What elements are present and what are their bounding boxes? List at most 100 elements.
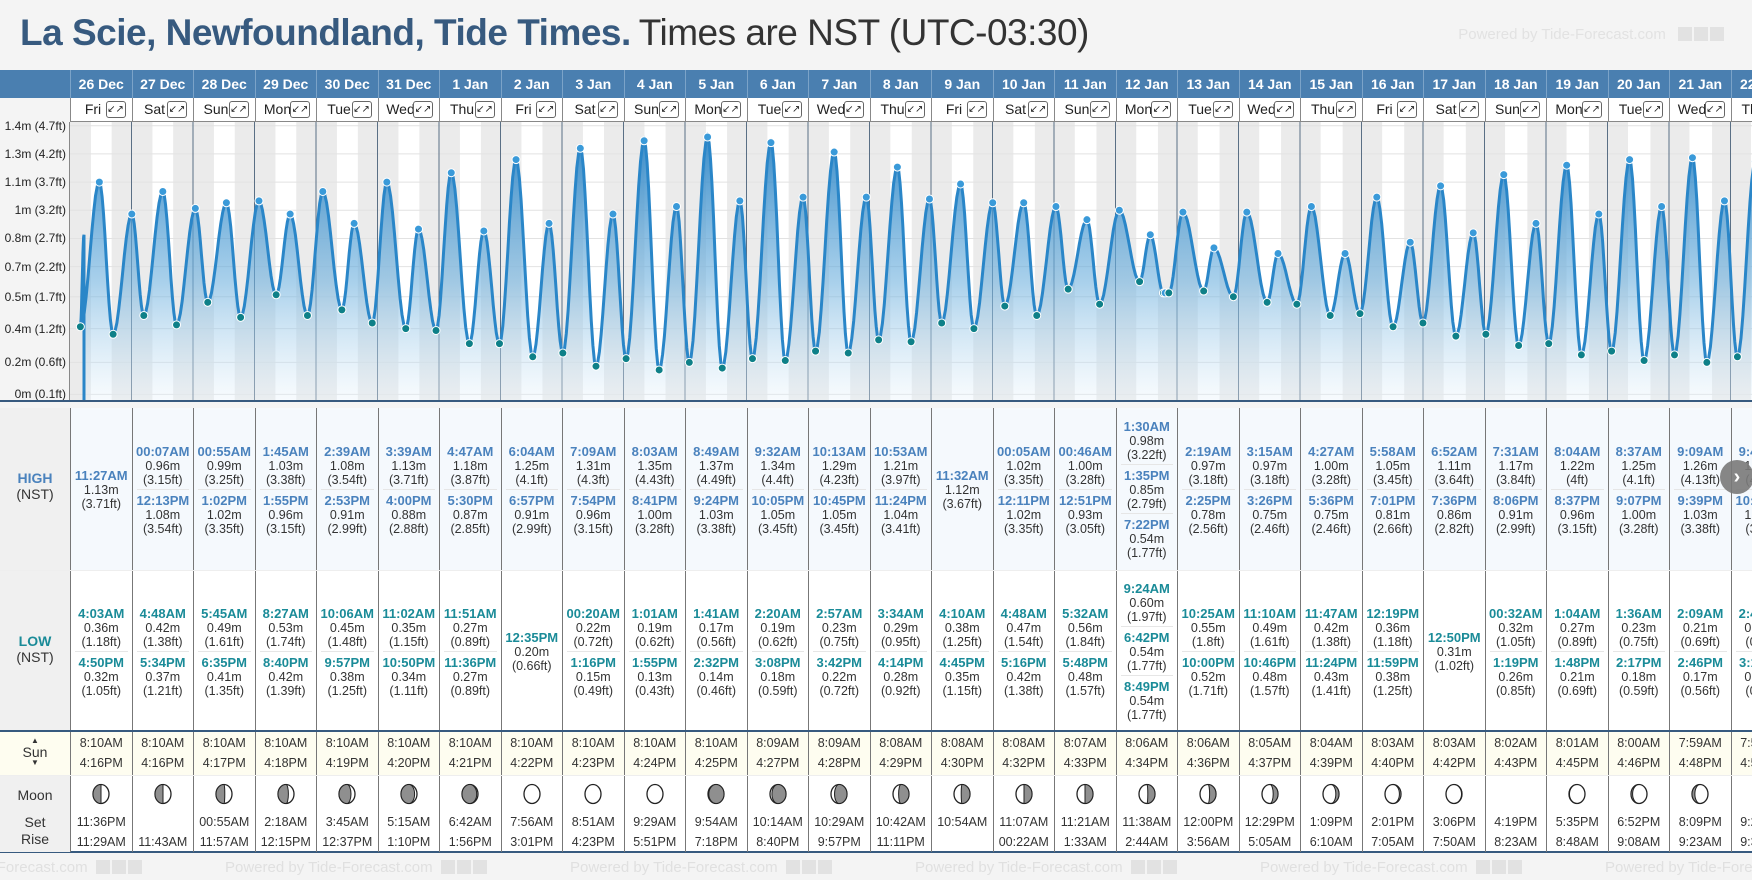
high-tide-point[interactable] <box>639 136 649 146</box>
low-tide-point[interactable] <box>1388 322 1398 332</box>
high-tide-point[interactable] <box>1145 230 1155 240</box>
high-tide-point[interactable] <box>1687 153 1697 163</box>
low-tide-point[interactable] <box>302 310 312 320</box>
low-tide-point[interactable] <box>1292 299 1302 309</box>
low-tide-point[interactable] <box>108 329 118 339</box>
low-tide-point[interactable] <box>367 318 377 328</box>
low-tide-point[interactable] <box>271 290 281 300</box>
high-tide-point[interactable] <box>1273 248 1283 258</box>
low-tide-point[interactable] <box>528 352 538 362</box>
low-tide-point[interactable] <box>1639 356 1649 366</box>
low-tide-point[interactable] <box>621 354 631 364</box>
high-tide-point[interactable] <box>892 162 902 172</box>
high-tide-point[interactable] <box>1657 202 1667 212</box>
high-tide-point[interactable] <box>158 187 168 196</box>
expand-icon[interactable]: ↙↗ <box>843 101 864 118</box>
expand-icon[interactable]: ↙↗ <box>1397 101 1417 118</box>
low-tide-point[interactable] <box>1325 310 1335 320</box>
high-tide-point[interactable] <box>1209 243 1219 253</box>
low-tide-point[interactable] <box>337 305 347 315</box>
low-tide-point[interactable] <box>1262 297 1272 307</box>
high-tide-point[interactable] <box>349 218 359 228</box>
high-tide-point[interactable] <box>1719 196 1729 206</box>
high-tide-point[interactable] <box>318 187 328 196</box>
expand-icon[interactable]: ↙↗ <box>536 101 556 118</box>
expand-icon[interactable]: ↙↗ <box>720 101 741 118</box>
low-tide-point[interactable] <box>1199 286 1209 296</box>
low-tide-point[interactable] <box>747 354 757 364</box>
high-tide-point[interactable] <box>672 202 682 212</box>
expand-icon[interactable]: ↙↗ <box>474 101 495 118</box>
low-tide-point[interactable] <box>203 297 213 307</box>
high-tide-point[interactable] <box>1405 237 1415 247</box>
low-tide-point[interactable] <box>906 337 916 347</box>
expand-icon[interactable]: ↙↗ <box>659 101 679 118</box>
high-tide-point[interactable] <box>829 147 839 157</box>
high-tide-point[interactable] <box>446 168 456 178</box>
high-tide-point[interactable] <box>735 196 745 206</box>
low-tide-point[interactable] <box>780 356 790 366</box>
low-tide-point[interactable] <box>75 322 85 332</box>
high-tide-point[interactable] <box>956 179 966 189</box>
powered-by-text[interactable]: Powered by Tide-Forecast.com <box>1458 26 1666 43</box>
low-tide-point[interactable] <box>684 357 694 367</box>
expand-icon[interactable]: ↙↗ <box>413 101 433 118</box>
high-tide-point[interactable] <box>1178 207 1188 217</box>
high-tide-point[interactable] <box>285 209 295 219</box>
high-tide-point[interactable] <box>766 138 776 148</box>
low-tide-point[interactable] <box>717 363 727 373</box>
low-tide-point[interactable] <box>1732 352 1742 362</box>
high-tide-point[interactable] <box>1499 170 1509 180</box>
low-tide-point[interactable] <box>172 320 182 330</box>
high-tide-point[interactable] <box>608 209 618 219</box>
high-tide-point[interactable] <box>988 198 998 208</box>
powered-by[interactable]: Powered by Tide-Forecast.com <box>1458 26 1724 45</box>
high-tide-point[interactable] <box>1340 248 1350 258</box>
low-tide-point[interactable] <box>1063 284 1073 294</box>
expand-icon[interactable]: ↙↗ <box>1274 101 1294 118</box>
low-tide-point[interactable] <box>431 326 441 335</box>
high-tide-point[interactable] <box>1114 205 1124 215</box>
high-tide-point[interactable] <box>703 132 713 142</box>
low-tide-point[interactable] <box>811 346 821 356</box>
high-tide-point[interactable] <box>1306 202 1316 212</box>
expand-icon[interactable]: ↙↗ <box>351 101 372 118</box>
expand-icon[interactable]: ↙↗ <box>782 101 802 118</box>
low-tide-point[interactable] <box>1576 350 1586 360</box>
low-tide-point[interactable] <box>1514 341 1524 351</box>
low-tide-point[interactable] <box>1355 309 1365 319</box>
high-tide-point[interactable] <box>1625 155 1635 165</box>
high-tide-point[interactable] <box>127 209 137 219</box>
low-tide-point[interactable] <box>1481 329 1491 339</box>
high-tide-point[interactable] <box>94 177 104 187</box>
high-tide-point[interactable] <box>190 203 200 213</box>
high-tide-point[interactable] <box>511 155 521 165</box>
high-tide-point[interactable] <box>1051 202 1061 212</box>
low-tide-point[interactable] <box>1418 318 1428 328</box>
low-tide-point[interactable] <box>1228 292 1238 302</box>
low-tide-point[interactable] <box>401 324 411 334</box>
low-tide-point[interactable] <box>1095 299 1105 309</box>
low-tide-point[interactable] <box>1000 301 1010 311</box>
low-tide-point[interactable] <box>937 318 947 328</box>
high-tide-point[interactable] <box>1082 215 1092 225</box>
high-tide-point[interactable] <box>1468 228 1478 238</box>
high-tide-point[interactable] <box>1242 207 1252 217</box>
expand-icon[interactable]: ↙↗ <box>1704 101 1725 118</box>
low-tide-point[interactable] <box>969 324 979 334</box>
low-tide-point[interactable] <box>139 310 149 320</box>
expand-icon[interactable]: ↙↗ <box>228 101 249 118</box>
low-tide-point[interactable] <box>1164 288 1174 298</box>
low-tide-point[interactable] <box>1670 350 1680 360</box>
expand-icon[interactable]: ↙↗ <box>105 101 126 118</box>
low-tide-point[interactable] <box>591 361 601 371</box>
high-tide-point[interactable] <box>479 226 489 236</box>
high-tide-point[interactable] <box>575 143 585 153</box>
high-tide-point[interactable] <box>798 192 808 202</box>
expand-icon[interactable]: ↙↗ <box>1335 101 1356 118</box>
low-tide-point[interactable] <box>494 339 504 349</box>
expand-icon[interactable]: ↙↗ <box>1151 101 1171 118</box>
high-tide-point[interactable] <box>924 194 934 204</box>
next-arrow-button[interactable]: › <box>1720 460 1752 494</box>
high-tide-point[interactable] <box>1531 218 1541 228</box>
